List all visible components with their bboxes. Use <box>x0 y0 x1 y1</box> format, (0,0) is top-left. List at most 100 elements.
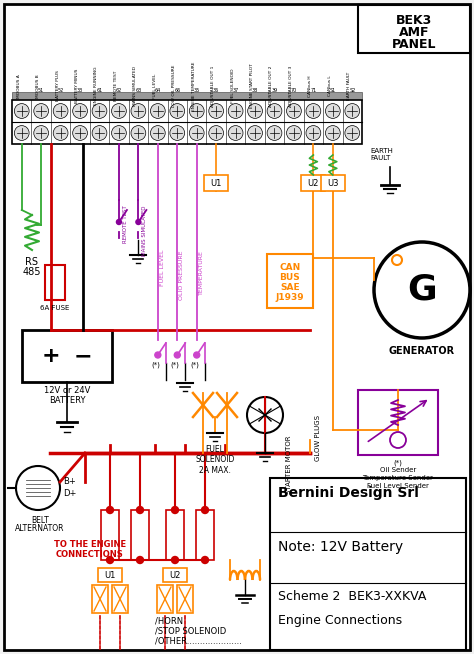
Circle shape <box>92 103 107 118</box>
Text: ALTERNATOR: ALTERNATOR <box>15 524 65 533</box>
Circle shape <box>73 103 87 118</box>
Circle shape <box>306 103 321 118</box>
Text: 63: 63 <box>135 88 142 92</box>
Text: PANEL: PANEL <box>392 38 436 51</box>
Text: TO THE ENGINE
CONNECTIONS: TO THE ENGINE CONNECTIONS <box>54 540 126 559</box>
Circle shape <box>34 126 48 141</box>
Text: 62: 62 <box>116 88 122 92</box>
Circle shape <box>228 103 243 118</box>
Text: /HORN: /HORN <box>155 617 183 626</box>
Text: Oil Sender: Oil Sender <box>380 467 416 473</box>
Circle shape <box>53 103 68 118</box>
Text: 66: 66 <box>174 88 181 92</box>
Circle shape <box>111 126 127 141</box>
Circle shape <box>137 506 144 513</box>
Text: 6A FUSE: 6A FUSE <box>40 305 70 311</box>
Bar <box>157 585 173 613</box>
Circle shape <box>267 103 282 118</box>
Bar <box>196 510 214 560</box>
Text: ADJUSTABLE OUT 3: ADJUSTABLE OUT 3 <box>289 65 293 107</box>
Bar <box>131 510 149 560</box>
Text: 35: 35 <box>193 88 200 92</box>
Text: CANbus L: CANbus L <box>328 76 332 96</box>
Text: GENERATOR: GENERATOR <box>389 346 455 356</box>
Circle shape <box>150 126 165 141</box>
Text: 61: 61 <box>96 88 103 92</box>
Text: Fuel Level Sender: Fuel Level Sender <box>367 483 429 489</box>
Circle shape <box>34 103 48 118</box>
Text: 37: 37 <box>232 88 239 92</box>
Circle shape <box>189 126 204 141</box>
Circle shape <box>306 126 321 141</box>
Text: (*): (*) <box>190 361 199 368</box>
Text: BELT: BELT <box>31 516 49 525</box>
Text: EARTH
FAULT: EARTH FAULT <box>370 148 393 161</box>
Text: 12V or 24V: 12V or 24V <box>44 386 90 395</box>
Text: MAINS SIMULATED: MAINS SIMULATED <box>133 66 137 106</box>
Text: 71: 71 <box>310 88 317 92</box>
Text: GLOW PLUGS: GLOW PLUGS <box>315 415 321 461</box>
Circle shape <box>136 220 141 224</box>
Circle shape <box>189 103 204 118</box>
Circle shape <box>172 557 179 564</box>
Circle shape <box>117 220 121 224</box>
Text: −: − <box>74 346 92 366</box>
Text: REMOTE TEST: REMOTE TEST <box>123 205 128 243</box>
Text: 485: 485 <box>23 267 41 277</box>
Circle shape <box>150 103 165 118</box>
Bar <box>358 390 438 455</box>
Text: ENGINE RUNNING: ENGINE RUNNING <box>94 67 99 105</box>
Circle shape <box>287 126 301 141</box>
Text: BATTERY: BATTERY <box>49 396 85 405</box>
Text: (*): (*) <box>171 361 180 368</box>
Text: ENGINE START PILOT: ENGINE START PILOT <box>250 63 254 109</box>
Text: ADJUSTABLE OUT 2: ADJUSTABLE OUT 2 <box>270 65 273 107</box>
Bar <box>112 585 128 613</box>
Text: ENGINE TEMPERATURE: ENGINE TEMPERATURE <box>191 61 196 111</box>
Text: RS: RS <box>26 257 38 267</box>
Text: 36: 36 <box>213 88 219 92</box>
Text: U1: U1 <box>210 179 222 188</box>
Text: Bernini Design Srl: Bernini Design Srl <box>278 486 419 500</box>
Text: (*): (*) <box>393 460 402 466</box>
Text: (*): (*) <box>151 361 160 368</box>
Text: S2: S2 <box>349 88 356 92</box>
Bar <box>22 330 112 382</box>
Circle shape <box>174 352 180 358</box>
FancyBboxPatch shape <box>267 254 313 308</box>
Text: U3: U3 <box>327 179 338 188</box>
Circle shape <box>137 557 144 564</box>
Bar <box>45 265 65 300</box>
Text: FUEL SOLENOID: FUEL SOLENOID <box>231 69 235 103</box>
Circle shape <box>155 352 161 358</box>
Text: Engine Connections: Engine Connections <box>278 614 402 627</box>
Bar <box>163 568 187 582</box>
Circle shape <box>392 255 402 265</box>
Text: /STOP SOLENOID: /STOP SOLENOID <box>155 627 226 636</box>
Bar <box>204 175 228 191</box>
Bar <box>92 585 108 613</box>
Circle shape <box>53 126 68 141</box>
Text: FUEL
SOLENOID
2A MAX.: FUEL SOLENOID 2A MAX. <box>195 445 235 475</box>
Circle shape <box>14 103 29 118</box>
Text: LOW OIL PRESSURE: LOW OIL PRESSURE <box>172 65 176 107</box>
Circle shape <box>209 126 224 141</box>
Text: 64: 64 <box>155 88 161 92</box>
Text: 33: 33 <box>77 88 83 92</box>
Circle shape <box>14 126 29 141</box>
Text: 38: 38 <box>252 88 258 92</box>
Text: U1: U1 <box>104 570 116 579</box>
Text: BUS: BUS <box>280 273 301 282</box>
Text: Scheme 2  BEK3-XXKVA: Scheme 2 BEK3-XXKVA <box>278 590 427 603</box>
Text: S1: S1 <box>330 88 336 92</box>
Text: D+: D+ <box>63 489 76 498</box>
Text: ADJUSTABLE OUT 1: ADJUSTABLE OUT 1 <box>211 65 215 107</box>
Text: 51: 51 <box>38 88 44 92</box>
Circle shape <box>170 126 185 141</box>
Circle shape <box>107 506 113 513</box>
Circle shape <box>247 397 283 433</box>
Text: Temperature Sender: Temperature Sender <box>363 475 433 481</box>
Circle shape <box>345 103 360 118</box>
Bar <box>177 585 193 613</box>
Text: OLIO PRESSURE: OLIO PRESSURE <box>179 250 184 300</box>
